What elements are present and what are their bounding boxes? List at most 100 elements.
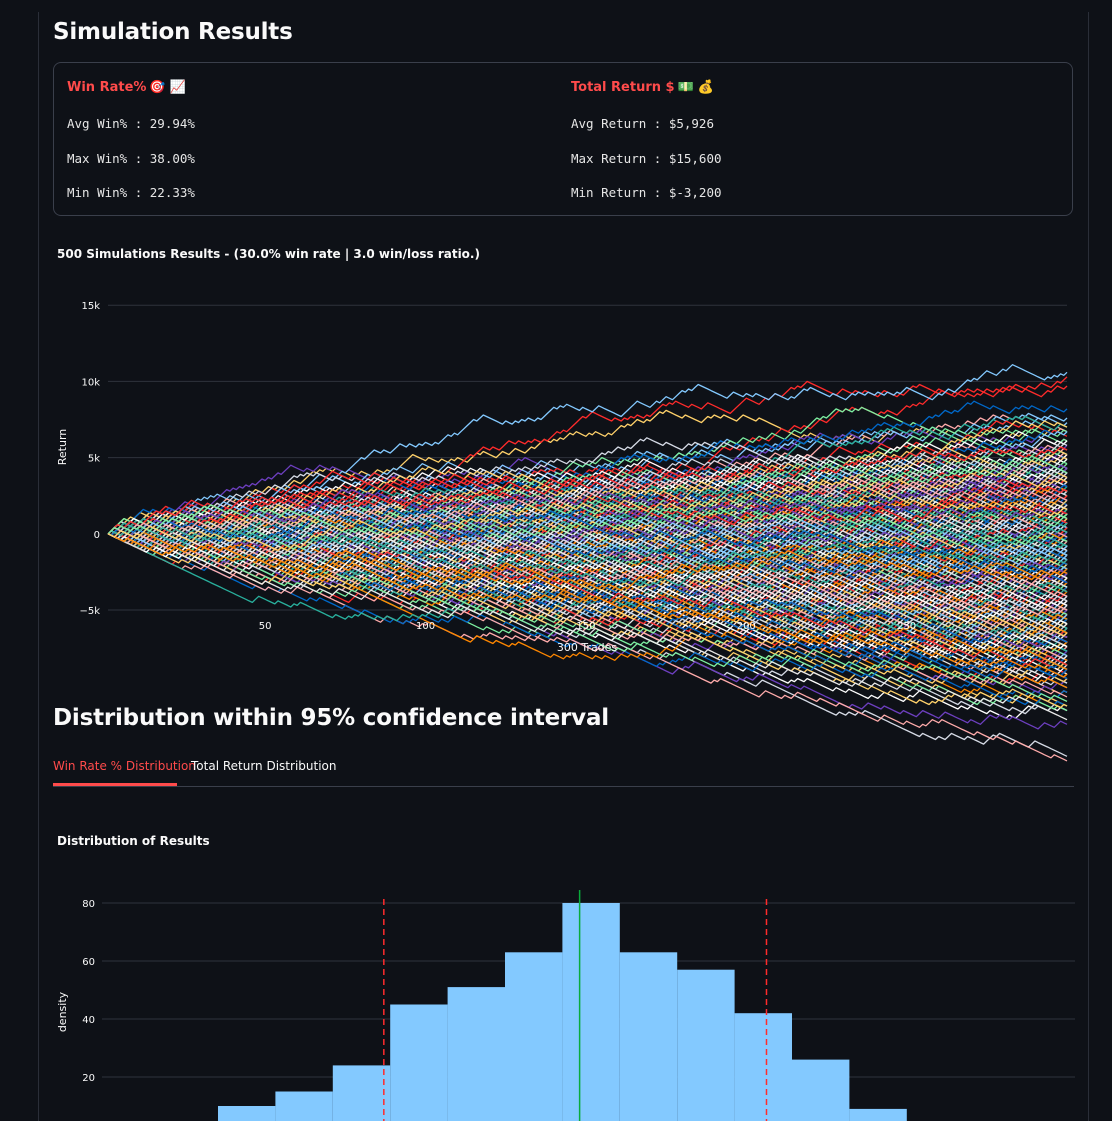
tab-win-rate-distribution[interactable]: Win Rate % Distribution: [53, 759, 196, 773]
simulation-series-line: [107, 507, 1068, 578]
simulation-series-line: [107, 525, 1068, 666]
simulation-series-line: [107, 475, 1068, 538]
simulation-series-line: [107, 531, 1068, 593]
simulation-series-line: [107, 525, 1068, 632]
simulation-series-line: [107, 498, 1068, 544]
simulation-series-line: [107, 504, 1068, 575]
simulation-series-line: [107, 516, 1068, 599]
histogram-y-tick-label: 80: [82, 899, 95, 910]
target-chart-icon: 🎯 📈: [149, 80, 186, 95]
simulation-series-line: [107, 449, 1068, 543]
simulation-series-line: [107, 456, 1068, 538]
histogram-bar: [619, 952, 678, 1121]
simulation-series-line: [107, 505, 1068, 552]
simulation-series-line: [107, 517, 1068, 628]
max-win-stat: Max Win% : 38.00%: [67, 151, 195, 166]
simulation-series-line: [107, 481, 1068, 550]
simulation-series-line: [107, 498, 1068, 587]
simulation-series-line: [107, 502, 1068, 542]
simulation-series-line: [107, 414, 1068, 540]
simulation-series-line: [107, 467, 1068, 546]
simulation-series-line: [107, 463, 1068, 538]
simulation-series-line: [107, 527, 1068, 668]
simulation-series-line: [107, 533, 1068, 623]
simulation-series-line: [107, 533, 1068, 614]
simulation-series-line: [107, 533, 1068, 730]
simulation-series-line: [107, 533, 1068, 637]
simulation-series-line: [107, 508, 1068, 567]
y-tick-label: 15k: [81, 301, 100, 312]
simulation-series-line: [107, 527, 1068, 587]
simulation-series-line: [107, 530, 1068, 570]
distribution-chart-title: Distribution of Results: [57, 834, 210, 848]
simulation-series-line: [107, 454, 1068, 540]
simulation-series-line: [107, 498, 1068, 547]
simulation-series-line: [107, 530, 1068, 582]
simulation-series-line: [107, 461, 1068, 536]
simulation-series-line: [107, 522, 1068, 564]
simulation-series-line: [107, 470, 1068, 535]
simulation-series-line: [107, 525, 1068, 579]
simulation-series-line: [107, 455, 1068, 546]
simulation-series-line: [107, 522, 1068, 590]
simulation-series-line: [107, 516, 1068, 559]
simulation-series-line: [107, 446, 1068, 536]
simulation-series-line: [107, 455, 1068, 538]
simulation-series-line: [107, 519, 1068, 613]
simulation-series-line: [107, 519, 1068, 565]
simulation-series-line: [107, 519, 1068, 559]
simulation-series-line: [107, 533, 1068, 625]
simulation-series-line: [107, 533, 1068, 619]
simulation-series-line: [107, 495, 1068, 552]
simulation-series-line: [107, 478, 1068, 538]
simulation-series-line: [107, 499, 1068, 550]
simulation-series-line: [107, 505, 1068, 565]
simulation-series-line: [107, 472, 1068, 552]
simulation-series-line: [107, 450, 1068, 538]
simulation-series-line: [107, 470, 1068, 540]
simulation-series-line: [107, 530, 1068, 712]
simulation-series-line: [107, 528, 1068, 625]
simulation-series-line: [107, 449, 1068, 535]
simulation-series-line: [107, 520, 1068, 584]
simulation-series-line: [107, 530, 1068, 646]
simulation-series-line: [107, 525, 1068, 584]
simulation-series-line: [107, 527, 1068, 640]
simulation-series-line: [107, 513, 1068, 546]
simulation-series-line: [107, 530, 1068, 622]
simulation-series-line: [107, 463, 1068, 549]
simulation-series-line: [107, 519, 1068, 607]
simulation-series-line: [107, 533, 1068, 607]
simulation-series-line: [107, 533, 1068, 616]
simulation-series-line: [107, 508, 1068, 588]
simulation-series-line: [107, 527, 1068, 637]
simulation-series-line: [107, 530, 1068, 648]
distribution-tabs: Win Rate % Distribution Total Return Dis…: [53, 754, 1074, 787]
simulation-series-line: [107, 524, 1068, 590]
simulation-series-line: [107, 525, 1068, 567]
simulation-series-line: [107, 511, 1068, 597]
simulation-series-line: [107, 467, 1068, 544]
simulation-series-line: [107, 472, 1068, 540]
simulation-series-line: [107, 524, 1068, 585]
tab-total-return-distribution[interactable]: Total Return Distribution: [191, 759, 337, 773]
simulation-series-line: [107, 443, 1068, 536]
simulation-series-line: [107, 533, 1068, 600]
simulation-series-line: [107, 524, 1068, 564]
simulation-series-line: [107, 527, 1068, 628]
simulation-series-line: [107, 524, 1068, 626]
histogram-bar: [390, 1004, 448, 1121]
simulation-series-line: [107, 533, 1068, 648]
simulation-series-line: [107, 498, 1068, 547]
simulation-series-line: [107, 484, 1068, 541]
simulation-series-line: [107, 533, 1068, 686]
simulation-series-line: [107, 429, 1068, 536]
simulation-series-line: [107, 519, 1068, 573]
simulation-series-line: [107, 513, 1068, 564]
histogram-bar: [447, 987, 505, 1121]
simulation-y-axis-label: Return: [56, 429, 69, 466]
simulation-series-line: [107, 504, 1068, 562]
simulation-series-line: [107, 458, 1068, 540]
simulation-series-line: [107, 511, 1068, 553]
simulation-series-line: [107, 501, 1068, 573]
